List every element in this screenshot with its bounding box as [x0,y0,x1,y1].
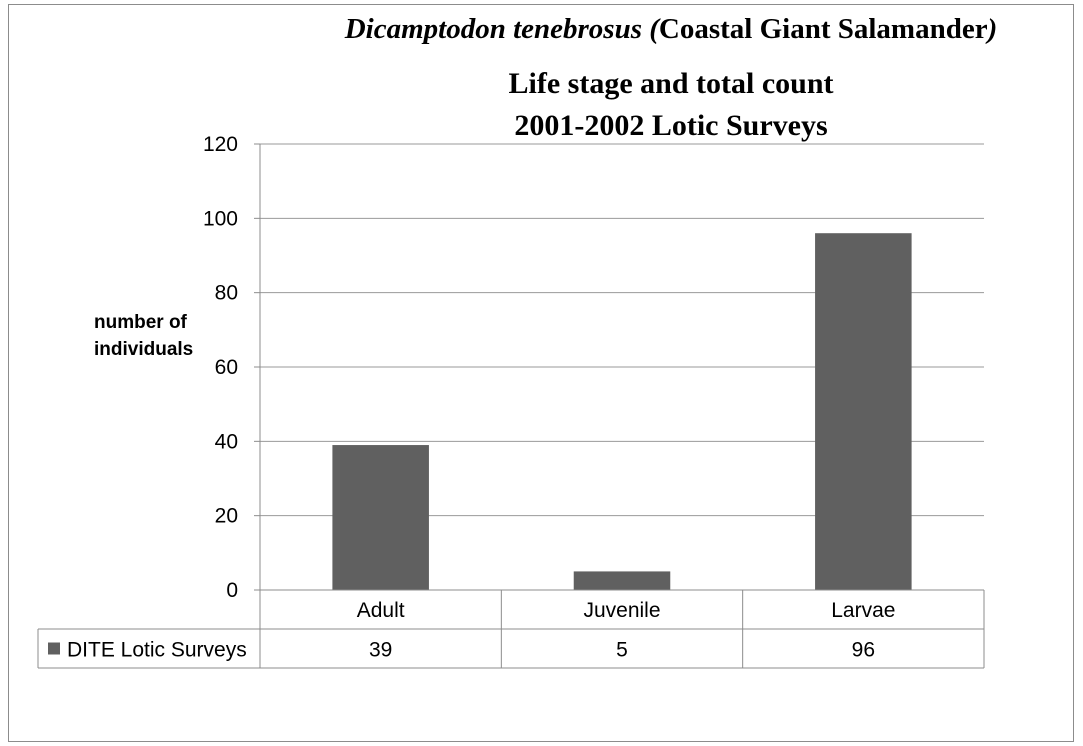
y-tick-label: 100 [203,207,238,230]
legend-swatch [48,642,60,655]
chart-title-close-paren: ) [987,13,998,45]
chart-title-species: Dicamptodon tenebrosus ( [344,13,659,45]
y-axis-label: number of individuals [94,309,193,363]
y-tick-label: 120 [203,133,238,156]
y-tick-label: 0 [226,579,238,602]
y-tick-label: 20 [215,505,238,528]
category-label: Larvae [831,599,895,622]
y-tick-label: 40 [215,430,238,453]
series-name: DITE Lotic Surveys [67,639,247,662]
chart-title-line-3: 2001-2002 Lotic Surveys [514,109,828,142]
y-tick-label: 80 [215,282,238,305]
table-value: 5 [616,639,628,662]
bar-juvenile [573,571,671,590]
bar-adult [332,445,429,590]
table-value: 39 [369,639,392,662]
y-axis-label-line-2: individuals [94,339,194,360]
category-label: Adult [357,599,405,622]
chart-title-line-2: Life stage and total count [508,67,834,100]
y-tick-label: 60 [215,356,238,379]
chart-title-line-1: Dicamptodon tenebrosus (Coastal Giant Sa… [260,13,1082,46]
chart-title-common-name: Coastal Giant Salamander [658,13,988,45]
bar-larvae [815,233,912,590]
category-label: Juvenile [583,599,660,622]
y-axis-label-line-1: number of [94,312,187,333]
table-value: 96 [852,639,875,662]
